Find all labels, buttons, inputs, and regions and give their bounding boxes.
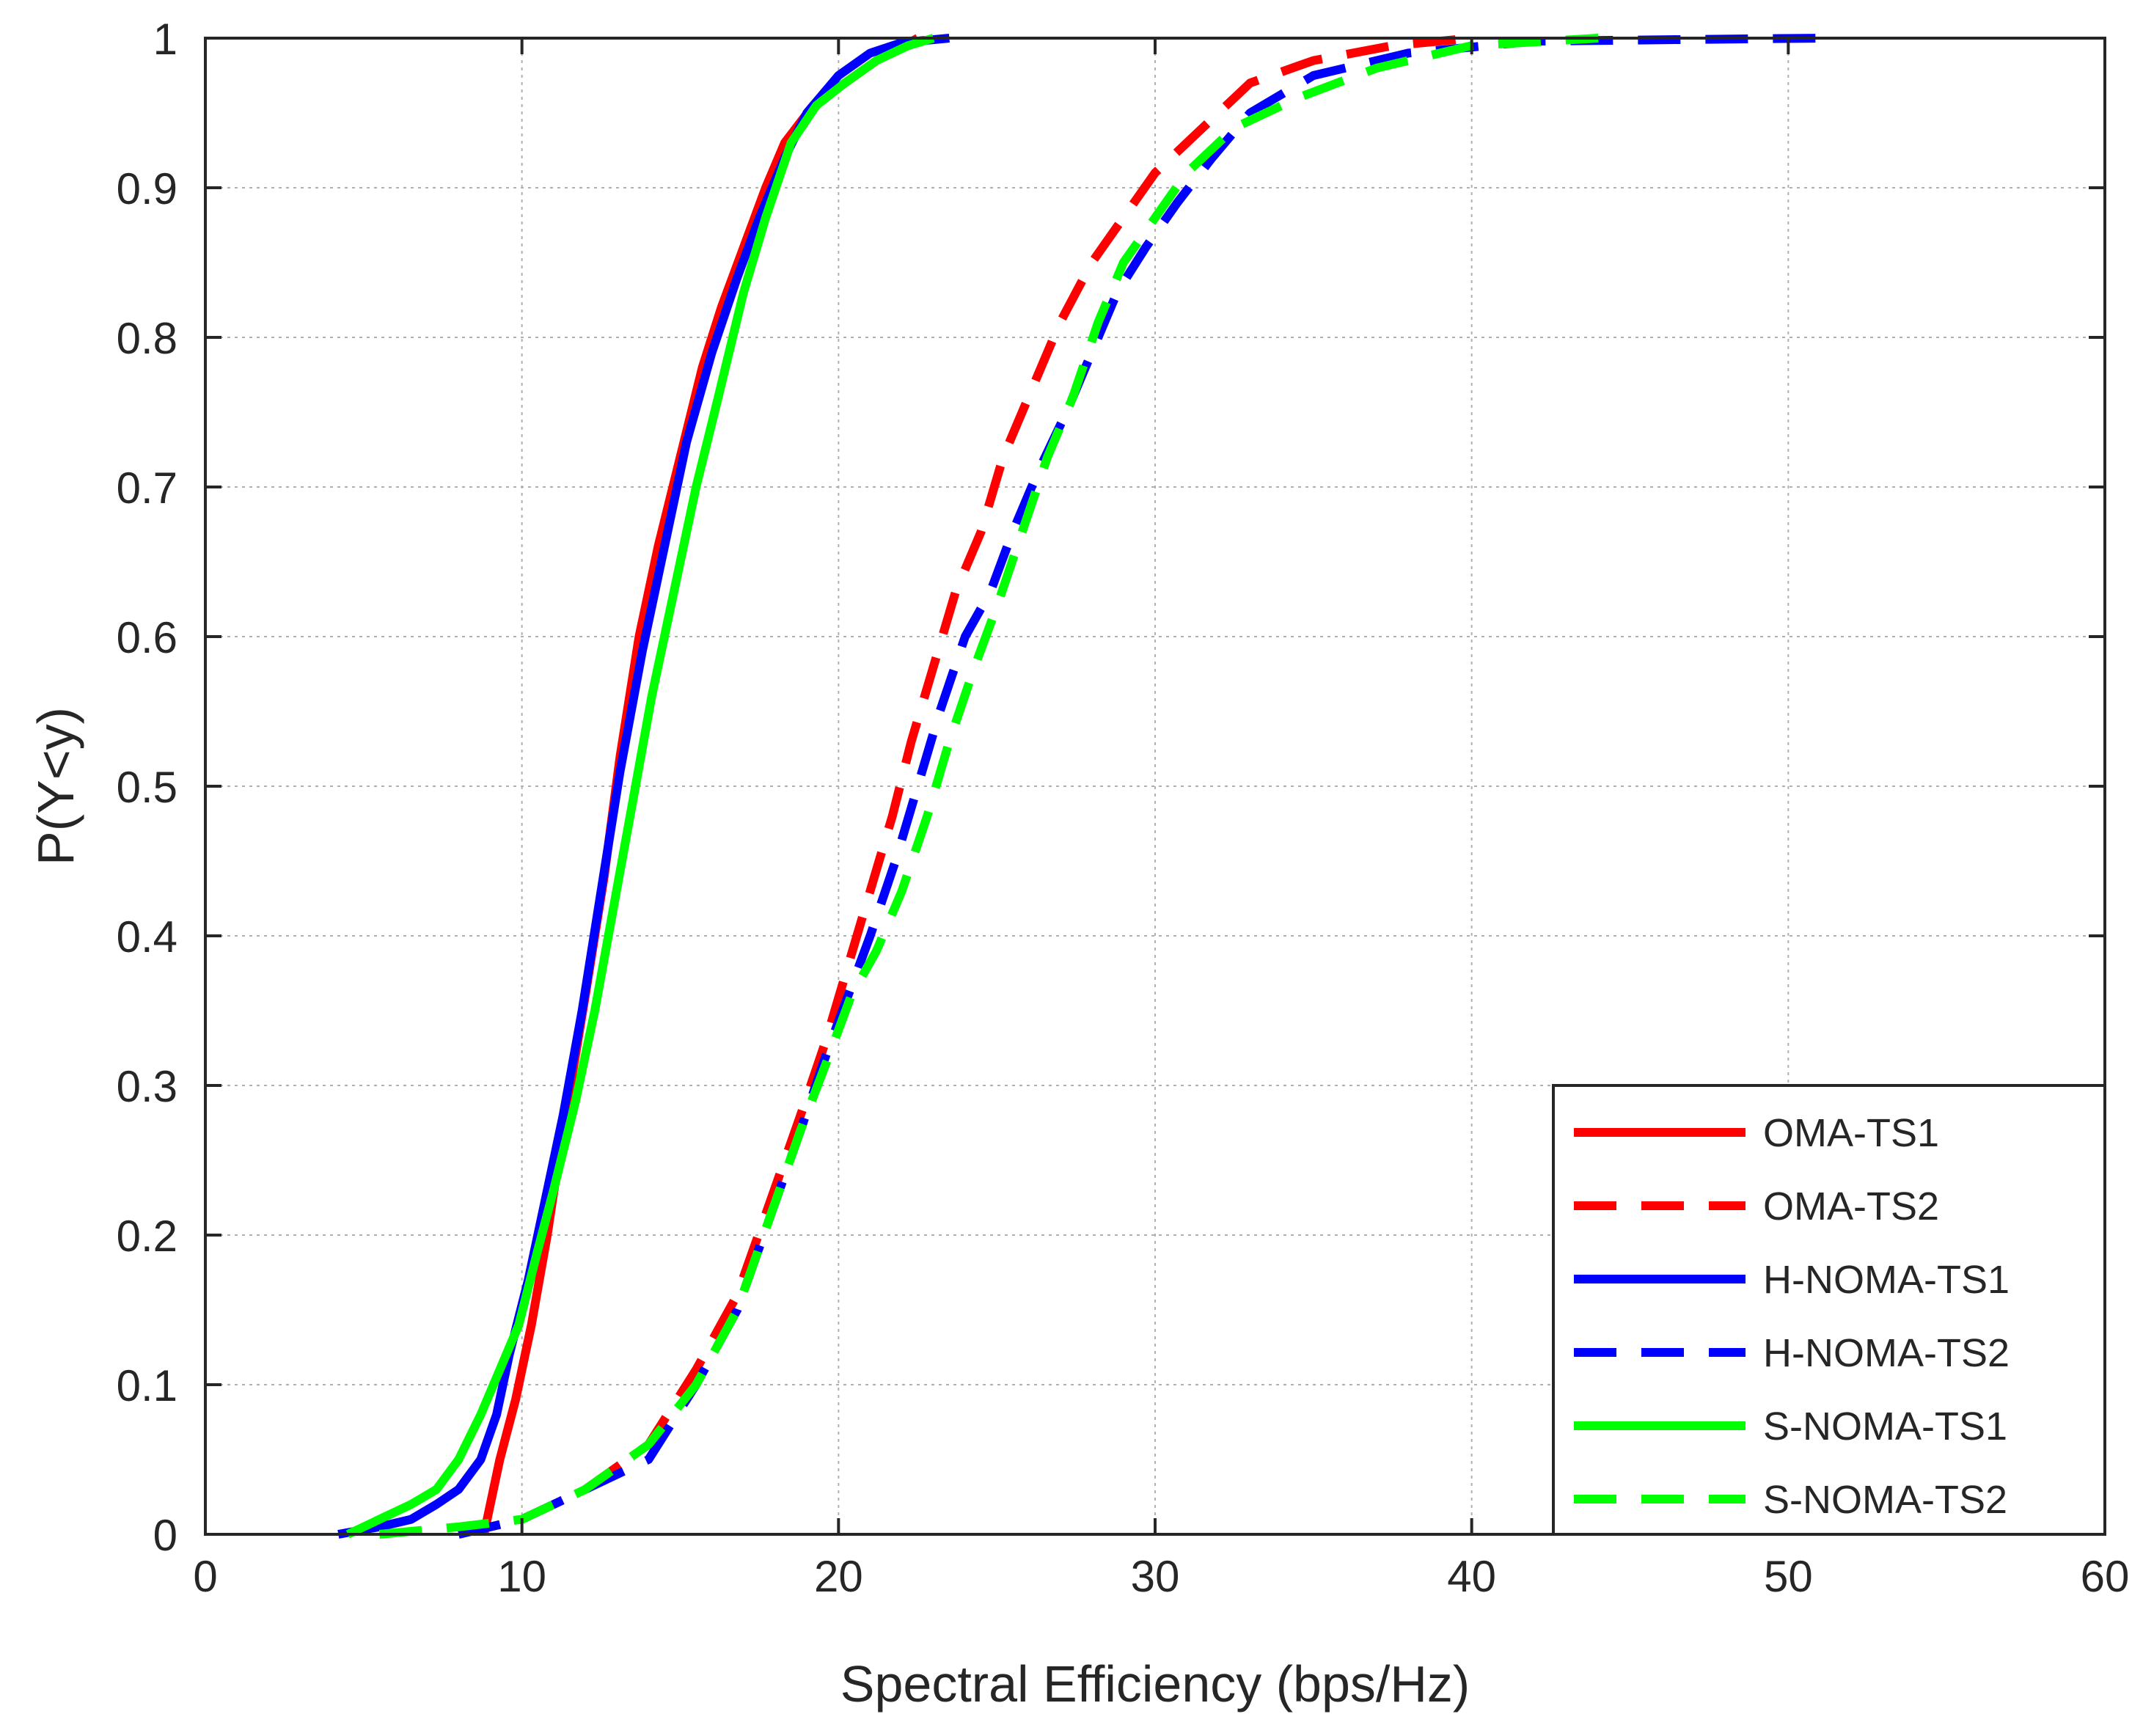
x-tick-label: 10 — [497, 1552, 546, 1601]
legend-box — [1552, 1084, 2106, 1536]
y-tick-label: 0.7 — [117, 464, 177, 513]
x-axis-title: Spectral Efficiency (bps/Hz) — [840, 1655, 1470, 1713]
y-tick-label: 0.9 — [117, 164, 177, 213]
y-tick-label: 0 — [153, 1511, 177, 1560]
y-tick-label: 0.5 — [117, 763, 177, 812]
y-tick-label: 0.6 — [117, 613, 177, 662]
series-lines — [337, 34, 1820, 1539]
x-tick-label: 0 — [193, 1552, 217, 1601]
y-tick-label: 0.1 — [117, 1361, 177, 1410]
x-tick-label: 20 — [814, 1552, 863, 1601]
legend-label: S-NOMA-TS1 — [1763, 1404, 2007, 1449]
x-tick-label: 30 — [1131, 1552, 1180, 1601]
series-line-oma-ts2 — [457, 34, 1473, 1539]
y-axis-title: P(Y<y) — [27, 707, 84, 865]
y-tick-label: 0.3 — [117, 1062, 177, 1111]
axis-ticks: 0 10 20 30 40 50 60 0 0.1 0.2 0.3 0.4 0.5 0.6 0.7 0.8 0.… — [117, 15, 2130, 1601]
legend-label: S-NOMA-TS2 — [1763, 1478, 2007, 1522]
y-tick-label: 0.4 — [117, 912, 177, 962]
x-tick-label: 50 — [1764, 1552, 1813, 1601]
legend-label: OMA-TS2 — [1763, 1184, 1939, 1228]
y-tick-label: 1 — [153, 15, 177, 64]
legend-label: H-NOMA-TS2 — [1763, 1331, 2010, 1375]
y-tick-label: 0.2 — [117, 1212, 177, 1261]
legend-label: OMA-TS1 — [1763, 1111, 1939, 1155]
y-tick-label: 0.8 — [117, 314, 177, 363]
x-tick-label: 40 — [1447, 1552, 1496, 1601]
series-line-s-noma-ts1 — [345, 34, 935, 1539]
legend: OMA-TS1 OMA-TS2 H-NOMA-TS1 H-NOMA-TS2 S-NOMA… — [1552, 1084, 2106, 1536]
legend-label: H-NOMA-TS1 — [1763, 1258, 2010, 1302]
x-tick-label: 60 — [2081, 1552, 2130, 1601]
series-line-s-noma-ts2 — [378, 34, 1599, 1539]
